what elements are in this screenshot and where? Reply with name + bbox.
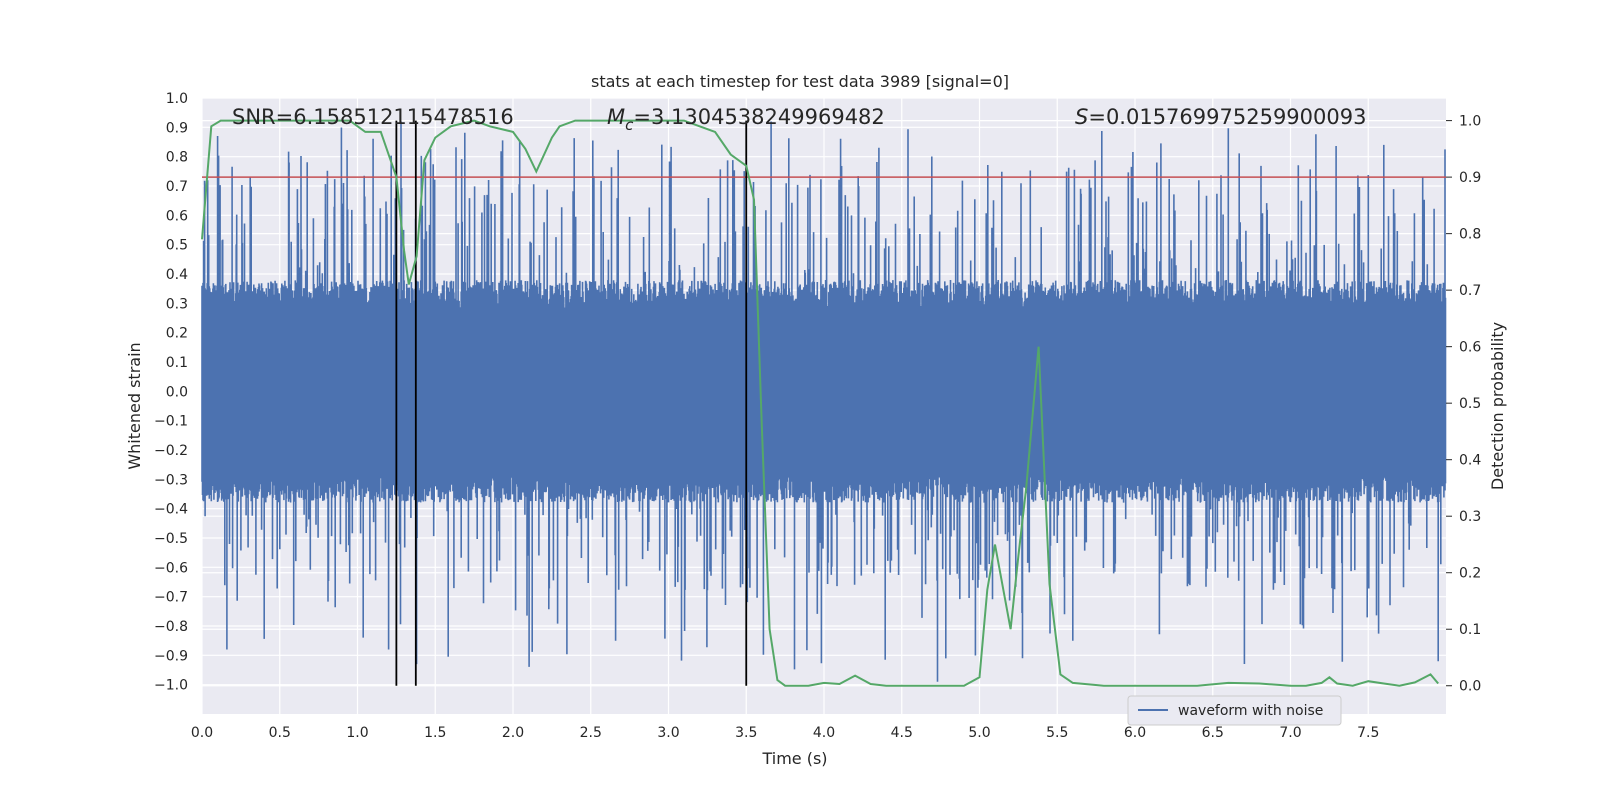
y-right-tick-label: 0.8 [1459, 227, 1481, 243]
x-tick-label: 4.0 [813, 725, 835, 741]
x-tick-label: 1.0 [346, 725, 368, 741]
y-tick-label: −0.3 [154, 472, 188, 488]
x-axis-label: Time (s) [761, 749, 827, 768]
y-tick-label: −0.8 [154, 619, 188, 635]
y-right-tick-label: 0.4 [1459, 453, 1481, 469]
x-tick-label: 7.5 [1357, 725, 1379, 741]
x-tick-label: 7.0 [1279, 725, 1301, 741]
y-right-axis-ticks: 1.0 0.9 0.8 0.7 0.6 0.5 0.4 0.3 0.2 0.1 0.0 [1446, 114, 1481, 695]
y-tick-label: 0.0 [166, 384, 188, 400]
x-tick-label: 6.5 [1202, 725, 1224, 741]
chart-title: stats at each timestep for test data 398… [591, 72, 1009, 91]
y-tick-label: −0.6 [154, 560, 188, 576]
y-right-tick-label: 0.3 [1459, 509, 1481, 525]
y-tick-label: −0.2 [154, 443, 188, 459]
y-right-tick-label: 0.0 [1459, 679, 1481, 695]
y-right-tick-label: 0.5 [1459, 396, 1481, 412]
y-right-tick-label: 0.1 [1459, 622, 1481, 638]
y-tick-label: 0.6 [166, 208, 188, 224]
y-tick-label: 0.2 [166, 326, 188, 342]
x-tick-label: 0.0 [191, 725, 213, 741]
y-tick-label: −0.5 [154, 531, 188, 547]
y-tick-label: 0.8 [166, 150, 188, 166]
y-tick-label: 0.3 [166, 296, 188, 312]
y-tick-label: 0.4 [166, 267, 188, 283]
y-right-tick-label: 0.6 [1459, 340, 1481, 356]
vertical-markers [395, 120, 748, 686]
s-value: =0.015769975259900093 [1088, 105, 1366, 129]
x-tick-label: 3.5 [735, 725, 757, 741]
s-annotation: S=0.015769975259900093 [1075, 105, 1366, 129]
chirp-mass-value: =3.1304538249969482 [633, 105, 884, 129]
y-axis-ticks: 1.0 0.9 0.8 0.7 0.6 0.5 0.4 0.3 0.2 0.1 0.0 −0.1 −0.… [154, 91, 188, 694]
y-tick-label: 0.7 [166, 179, 188, 195]
y-right-tick-label: 1.0 [1459, 114, 1481, 130]
x-tick-label: 5.5 [1046, 725, 1068, 741]
legend-box [1127, 695, 1342, 726]
y-right-tick-label: 0.9 [1459, 170, 1481, 186]
x-tick-label: 3.0 [657, 725, 679, 741]
detection-probability-line [201, 119, 1439, 687]
y-axis-label: Whitened strain [125, 342, 144, 469]
x-tick-label: 2.0 [502, 725, 524, 741]
y-right-axis-label: Detection probability [1488, 322, 1507, 490]
chirp-mass-annotation: Mc=3.1304538249969482 [607, 105, 885, 134]
chirp-mass-subscript: c [625, 116, 634, 134]
x-axis-ticks: 0.0 0.5 1.0 1.5 2.0 2.5 3.0 3.5 4.0 4.5 5.0 5.5 6.0 6… [191, 725, 1380, 741]
x-tick-label: 5.0 [968, 725, 990, 741]
y-tick-label: 0.9 [166, 120, 188, 136]
snr-annotation: SNR=6.158512115478516 [232, 105, 514, 129]
x-tick-label: 0.5 [269, 725, 291, 741]
y-tick-label: −1.0 [154, 678, 188, 694]
y-tick-label: 1.0 [166, 91, 188, 107]
legend: waveform with noise [1127, 695, 1342, 726]
y-tick-label: −0.9 [154, 648, 188, 664]
y-tick-label: −0.4 [154, 502, 188, 518]
y-tick-label: −0.7 [154, 590, 188, 606]
y-tick-label: −0.1 [154, 414, 188, 430]
x-tick-label: 4.5 [891, 725, 913, 741]
x-tick-label: 6.0 [1124, 725, 1146, 741]
s-symbol: S [1075, 105, 1088, 129]
x-tick-label: 2.5 [580, 725, 602, 741]
chirp-mass-symbol: M [607, 105, 625, 129]
y-right-tick-label: 0.2 [1459, 566, 1481, 582]
y-right-tick-label: 0.7 [1459, 283, 1481, 299]
x-tick-label: 1.5 [424, 725, 446, 741]
y-tick-label: 0.5 [166, 238, 188, 254]
legend-label: waveform with noise [1178, 703, 1323, 719]
y-tick-label: 0.1 [166, 355, 188, 371]
